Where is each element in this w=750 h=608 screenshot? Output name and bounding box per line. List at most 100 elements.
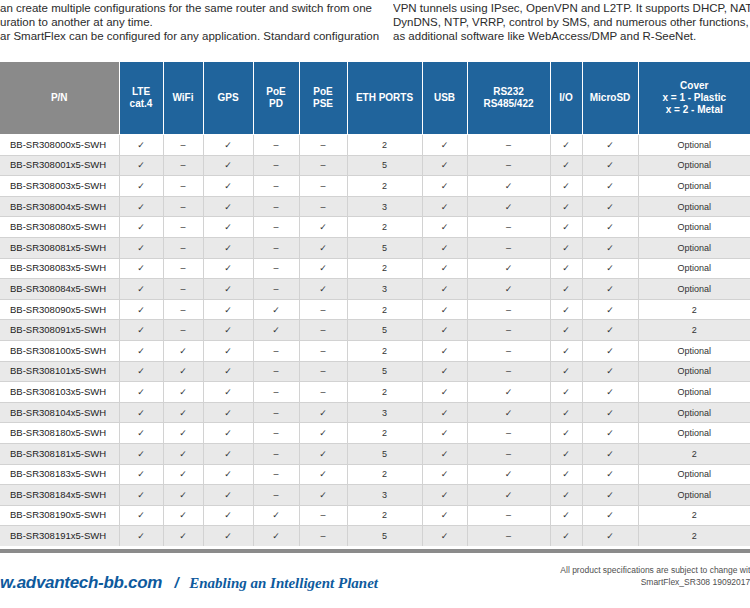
cell-rs232: ✓: [467, 279, 550, 300]
cell-pn: BB-SR308181x5-SWH: [0, 443, 119, 464]
cell-wifi: ✓: [163, 423, 203, 444]
cell-wifi: –: [163, 176, 203, 197]
table-row: BB-SR308100x5-SWH✓✓✓––2✓–✓✓Optional: [0, 340, 750, 361]
cell-poe-pse: –: [299, 196, 347, 217]
cell-usb: ✓: [422, 320, 467, 341]
cell-cover: Optional: [638, 402, 750, 423]
cell-usb: ✓: [422, 176, 467, 197]
cell-poe-pse: –: [299, 505, 347, 526]
cell-poe-pd: ✓: [253, 505, 299, 526]
cell-microsd: ✓: [582, 505, 638, 526]
cell-microsd: ✓: [582, 382, 638, 403]
cell-gps: ✓: [203, 299, 253, 320]
cell-eth: 5: [347, 237, 422, 258]
cell-poe-pse: –: [299, 526, 347, 546]
cell-poe-pse: –: [299, 299, 347, 320]
cell-cover: Optional: [638, 340, 750, 361]
cell-rs232: ✓: [467, 196, 550, 217]
cell-eth: 5: [347, 443, 422, 464]
cell-rs232: –: [467, 526, 550, 546]
cell-gps: ✓: [203, 485, 253, 506]
cell-rs232: –: [467, 443, 550, 464]
cell-io: ✓: [550, 217, 582, 238]
cell-rs232: –: [467, 237, 550, 258]
cell-lte: ✓: [119, 135, 163, 156]
cell-wifi: ✓: [163, 340, 203, 361]
table-row: BB-SR308084x5-SWH✓–✓–✓3✓✓✓✓Optional: [0, 279, 750, 300]
cell-lte: ✓: [119, 485, 163, 506]
cell-eth: 3: [347, 485, 422, 506]
cell-wifi: –: [163, 155, 203, 176]
text-line: DynDNS, NTP, VRRP, control by SMS, and n…: [393, 15, 750, 29]
cell-microsd: ✓: [582, 485, 638, 506]
cell-microsd: ✓: [582, 320, 638, 341]
cell-pn: BB-SR308103x5-SWH: [0, 382, 119, 403]
cell-cover: 2: [638, 443, 750, 464]
cell-wifi: ✓: [163, 526, 203, 546]
cell-pn: BB-SR308001x5-SWH: [0, 155, 119, 176]
cell-usb: ✓: [422, 299, 467, 320]
cell-usb: ✓: [422, 155, 467, 176]
cell-gps: ✓: [203, 361, 253, 382]
cell-cover: 2: [638, 505, 750, 526]
cell-cover: 2: [638, 526, 750, 546]
cell-gps: ✓: [203, 217, 253, 238]
col-header-wifi: WiFi: [163, 62, 203, 135]
cell-poe-pse: ✓: [299, 485, 347, 506]
cell-poe-pd: –: [253, 155, 299, 176]
cell-rs232: –: [467, 361, 550, 382]
table-row: BB-SR308183x5-SWH✓✓✓–✓2✓✓✓✓Optional: [0, 464, 750, 485]
cell-lte: ✓: [119, 279, 163, 300]
cell-wifi: –: [163, 299, 203, 320]
table-row: BB-SR308184x5-SWH✓✓✓–✓3✓✓✓✓Optional: [0, 485, 750, 506]
cell-wifi: –: [163, 279, 203, 300]
col-header-eth: ETH PORTS: [347, 62, 422, 135]
cell-poe-pd: –: [253, 176, 299, 197]
cell-poe-pse: ✓: [299, 423, 347, 444]
cell-poe-pd: –: [253, 361, 299, 382]
cell-gps: ✓: [203, 176, 253, 197]
cell-gps: ✓: [203, 237, 253, 258]
cell-io: ✓: [550, 196, 582, 217]
cell-eth: 2: [347, 135, 422, 156]
cell-eth: 3: [347, 279, 422, 300]
cell-rs232: ✓: [467, 258, 550, 279]
table-header: P/NLTE cat.4WiFiGPSPoE PDPoE PSEETH PORT…: [0, 62, 750, 135]
cell-gps: ✓: [203, 196, 253, 217]
cell-poe-pse: ✓: [299, 464, 347, 485]
cell-lte: ✓: [119, 423, 163, 444]
table-header-row: P/NLTE cat.4WiFiGPSPoE PDPoE PSEETH PORT…: [0, 62, 750, 135]
cell-microsd: ✓: [582, 443, 638, 464]
col-header-usb: USB: [422, 62, 467, 135]
cell-rs232: –: [467, 135, 550, 156]
cell-microsd: ✓: [582, 279, 638, 300]
cell-cover: 2: [638, 299, 750, 320]
cell-eth: 2: [347, 464, 422, 485]
cell-gps: ✓: [203, 135, 253, 156]
table-row: BB-SR308103x5-SWH✓✓✓––2✓✓✓✓Optional: [0, 382, 750, 403]
cell-io: ✓: [550, 135, 582, 156]
cell-gps: ✓: [203, 320, 253, 341]
footer-website-link[interactable]: w.advantech-bb.com: [0, 573, 162, 592]
cell-wifi: ✓: [163, 402, 203, 423]
cell-usb: ✓: [422, 237, 467, 258]
cell-eth: 3: [347, 196, 422, 217]
cell-rs232: –: [467, 340, 550, 361]
cell-wifi: –: [163, 196, 203, 217]
footer-separator: /: [175, 574, 179, 591]
cell-rs232: ✓: [467, 464, 550, 485]
cell-poe-pd: –: [253, 258, 299, 279]
cell-pn: BB-SR308000x5-SWH: [0, 135, 119, 156]
text-line: ar SmartFlex can be configured for any a…: [0, 29, 390, 43]
cell-poe-pd: ✓: [253, 526, 299, 546]
cell-pn: BB-SR308004x5-SWH: [0, 196, 119, 217]
cell-eth: 2: [347, 258, 422, 279]
text-line: as additional software like WebAccess/DM…: [393, 29, 750, 43]
cell-io: ✓: [550, 505, 582, 526]
cell-poe-pd: –: [253, 340, 299, 361]
cell-pn: BB-SR308080x5-SWH: [0, 217, 119, 238]
cell-usb: ✓: [422, 196, 467, 217]
cell-io: ✓: [550, 464, 582, 485]
cell-poe-pse: –: [299, 135, 347, 156]
cell-io: ✓: [550, 279, 582, 300]
